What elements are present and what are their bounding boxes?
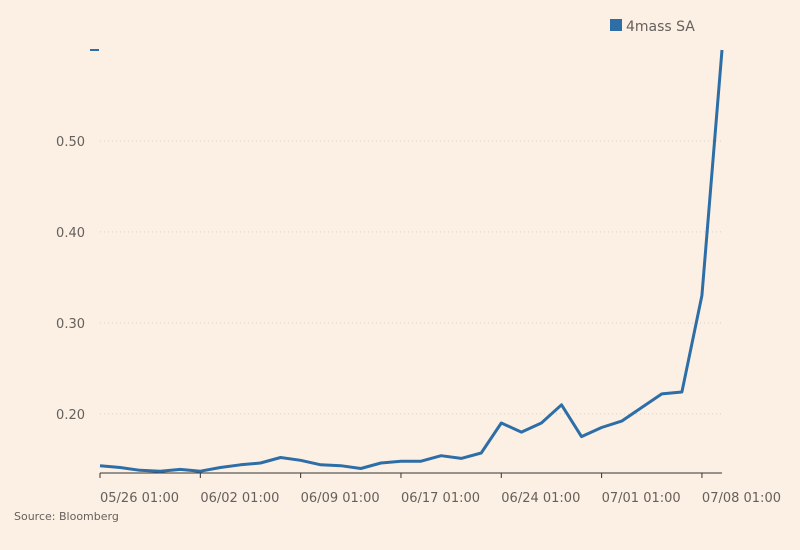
grid-lines	[100, 140, 722, 415]
x-tick-label: 07/01 01:00	[602, 491, 681, 506]
x-tick-label: 06/02 01:00	[200, 491, 279, 506]
series-line-4mass-sa	[99, 49, 724, 473]
x-tick-label: 06/24 01:00	[501, 491, 580, 506]
source-note: Source: Bloomberg	[14, 510, 119, 523]
y-tick-label: 0.20	[56, 408, 85, 423]
x-axis: 05/26 01:00 06/02 01:00 06/09 01:00 06/17 0…	[99, 473, 781, 506]
y-tick-label: 0.50	[56, 135, 85, 150]
legend: 4mass SA	[610, 19, 695, 35]
y-tick-label: 0.30	[56, 317, 85, 332]
legend-swatch	[610, 19, 622, 31]
x-tick-label: 06/09 01:00	[301, 491, 380, 506]
x-tick-label: 07/08 01:00	[702, 491, 781, 506]
x-tick-label: 06/17 01:00	[401, 491, 480, 506]
legend-label: 4mass SA	[626, 19, 695, 35]
x-tick-label: 05/26 01:00	[100, 491, 179, 506]
y-axis: 0.20 0.30 0.40 0.50	[56, 135, 85, 423]
y-tick-label: 0.40	[56, 226, 85, 241]
